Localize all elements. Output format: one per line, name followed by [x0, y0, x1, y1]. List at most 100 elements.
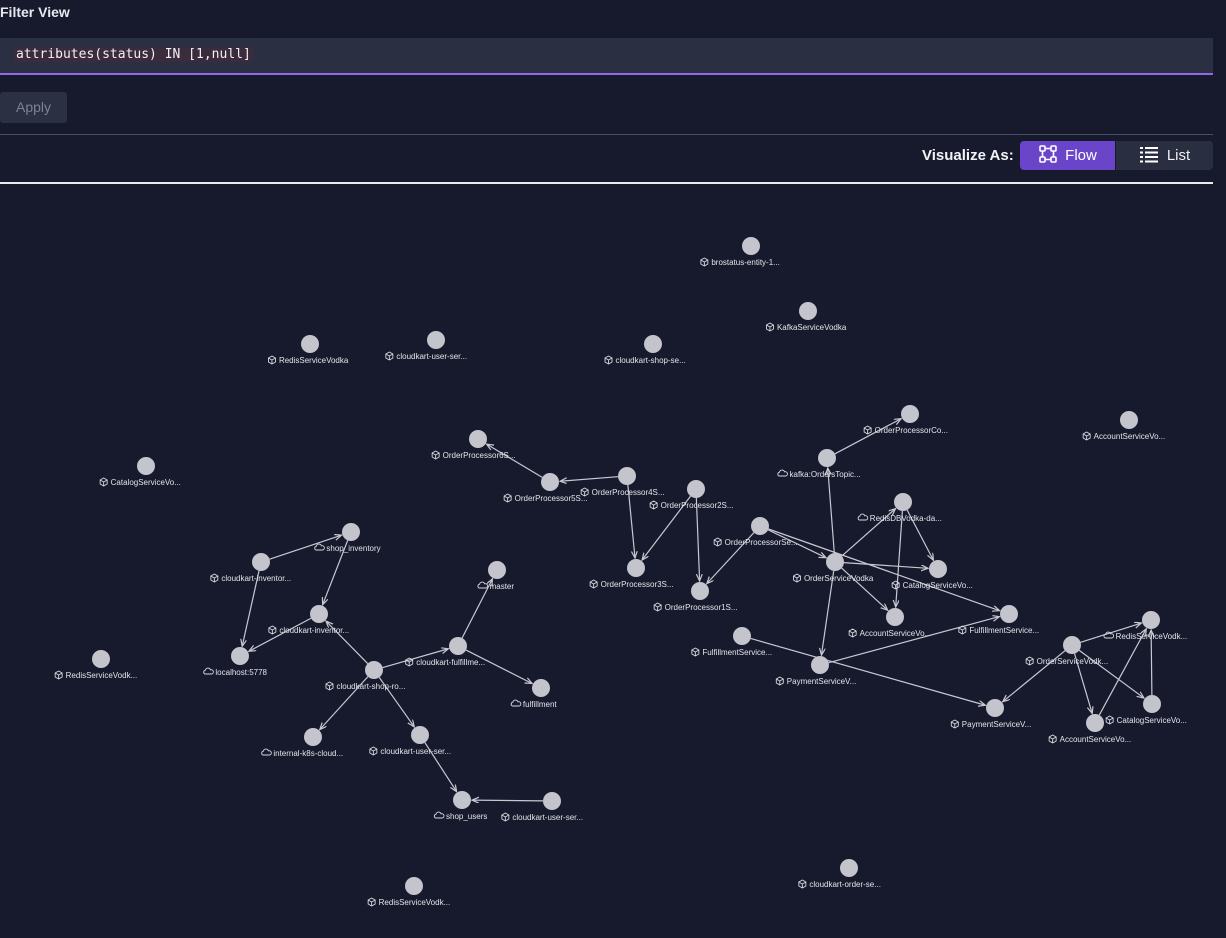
graph-node[interactable]: OrderProcessor2S... [649, 480, 734, 510]
graph-node[interactable]: fulfillment [510, 679, 558, 709]
graph-edge [1073, 653, 1093, 714]
node-circle[interactable] [137, 457, 155, 475]
node-circle[interactable] [687, 480, 705, 498]
node-circle[interactable] [301, 335, 319, 353]
node-circle[interactable] [826, 553, 844, 571]
node-circle[interactable] [1086, 714, 1104, 732]
graph-node[interactable]: OrderProcessor3S... [589, 559, 674, 589]
service-icon [1048, 734, 1057, 744]
graph-node[interactable]: cloudkart-inventor... [268, 605, 349, 635]
graph-node[interactable]: AccountServiceVo... [1048, 714, 1131, 744]
node-circle[interactable] [929, 560, 947, 578]
graph-node[interactable]: internal-k8s-cloud... [261, 728, 343, 758]
graph-node[interactable]: AccountServiceVo... [848, 608, 931, 638]
node-circle[interactable] [231, 647, 249, 665]
node-circle[interactable] [532, 679, 550, 697]
node-circle[interactable] [1063, 636, 1081, 654]
graph-node[interactable]: master [477, 561, 514, 591]
graph-node[interactable]: cloudkart-shop-se... [604, 335, 686, 365]
list-view-button[interactable]: List [1116, 141, 1213, 170]
node-circle[interactable] [1000, 605, 1018, 623]
query-editor[interactable]: attributes(status) IN [1,null] [0, 38, 1213, 75]
node-circle[interactable] [818, 449, 836, 467]
graph-node[interactable]: OrderProcessor6S... [431, 430, 516, 460]
graph-node[interactable]: OrderServiceVodk... [1025, 636, 1108, 666]
graph-node[interactable]: RedisServiceVodk... [367, 877, 450, 907]
graph-node[interactable]: OrderProcessor5S... [503, 473, 588, 503]
graph-node[interactable]: brostatus-entity-1... [700, 237, 780, 267]
graph-node[interactable]: FulfillmentService... [958, 605, 1039, 635]
node-label: PaymentServiceV... [787, 677, 857, 686]
node-circle[interactable] [1143, 695, 1161, 713]
node-circle[interactable] [691, 582, 709, 600]
graph-node[interactable]: cloudkart-fulfillme... [405, 637, 485, 667]
query-text[interactable]: attributes(status) IN [1,null] [14, 47, 253, 62]
flow-view-button[interactable]: Flow [1020, 141, 1115, 170]
graph-node[interactable]: cloudkart-inventor... [210, 553, 291, 583]
graph-node[interactable]: OrderServiceVodka [793, 553, 874, 583]
node-label: fulfillment [523, 700, 558, 709]
node-circle[interactable] [751, 517, 769, 535]
graph-node[interactable]: RedisDBVodka-da... [857, 493, 942, 523]
node-circle[interactable] [92, 650, 110, 668]
node-circle[interactable] [541, 473, 559, 491]
node-circle[interactable] [411, 726, 429, 744]
node-label: OrderProcessor3S... [601, 580, 674, 589]
node-circle[interactable] [427, 331, 445, 349]
graph-node[interactable]: OrderProcessorSe... [713, 517, 798, 547]
graph-node[interactable]: CatalogServiceVo... [1105, 695, 1187, 725]
graph-node[interactable]: PaymentServiceV... [775, 656, 857, 686]
graph-node[interactable]: KafkaServiceVodka [766, 302, 847, 332]
node-circle[interactable] [986, 699, 1004, 717]
service-icon [431, 450, 440, 460]
graph-node[interactable]: cloudkart-user-ser... [501, 792, 583, 822]
node-circle[interactable] [799, 302, 817, 320]
graph-node[interactable]: FulfillmentService... [691, 627, 772, 657]
node-circle[interactable] [543, 792, 561, 810]
graph-node[interactable]: CatalogServiceVo... [99, 457, 181, 487]
graph-node[interactable]: shop_inventory [314, 523, 381, 553]
graph-node[interactable]: OrderProcessorCo... [863, 405, 948, 435]
node-circle[interactable] [252, 553, 270, 571]
graph-node[interactable]: RedisServiceVodk... [54, 650, 137, 680]
node-circle[interactable] [742, 237, 760, 255]
graph-node[interactable]: cloudkart-user-ser... [385, 331, 467, 361]
node-label: internal-k8s-cloud... [273, 749, 343, 758]
graph-node[interactable]: kafka:OrdersTopic... [777, 449, 861, 479]
graph-node[interactable]: OrderProcessor1S... [653, 582, 738, 612]
node-circle[interactable] [901, 405, 919, 423]
node-circle[interactable] [405, 877, 423, 895]
node-circle[interactable] [469, 430, 487, 448]
node-circle[interactable] [733, 627, 751, 645]
node-circle[interactable] [453, 791, 471, 809]
service-icon [503, 493, 512, 503]
graph-node[interactable]: PaymentServiceV... [950, 699, 1031, 729]
graph-node[interactable]: OrderProcessor4S... [580, 467, 665, 497]
node-circle[interactable] [840, 859, 858, 877]
graph-node[interactable]: cloudkart-user-ser... [369, 726, 451, 756]
node-circle[interactable] [449, 637, 467, 655]
node-circle[interactable] [618, 467, 636, 485]
node-circle[interactable] [1142, 611, 1160, 629]
graph-node[interactable]: AccountServiceVo... [1082, 411, 1165, 441]
graph-node[interactable]: RedisServiceVodka [268, 335, 349, 365]
apply-button[interactable]: Apply [0, 92, 67, 123]
graph-node[interactable]: CatalogServiceVo... [891, 560, 973, 590]
node-circle[interactable] [644, 335, 662, 353]
node-circle[interactable] [365, 661, 383, 679]
node-circle[interactable] [488, 561, 506, 579]
node-circle[interactable] [627, 559, 645, 577]
node-circle[interactable] [894, 493, 912, 511]
node-circle[interactable] [342, 523, 360, 541]
graph-node[interactable]: RedisServiceVodk... [1103, 611, 1187, 641]
graph-node[interactable]: cloudkart-shop-ro... [325, 661, 405, 691]
graph-node[interactable]: cloudkart-order-se... [798, 859, 881, 889]
graph-node[interactable]: localhost:5778 [203, 647, 268, 677]
node-circle[interactable] [1120, 411, 1138, 429]
node-circle[interactable] [310, 605, 328, 623]
graph-node[interactable]: shop_users [433, 791, 487, 821]
node-circle[interactable] [304, 728, 322, 746]
node-circle[interactable] [886, 608, 904, 626]
node-circle[interactable] [811, 656, 829, 674]
